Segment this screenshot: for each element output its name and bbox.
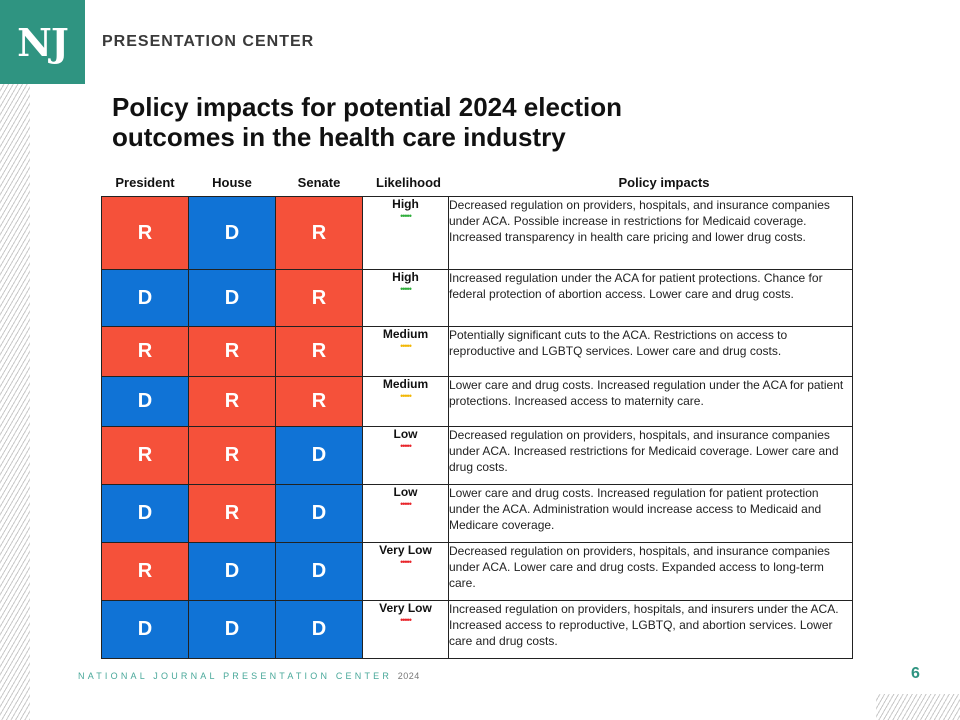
policy-impact-cell: Decreased regulation on providers, hospi… (448, 426, 853, 485)
likelihood-dots-icon: ••••• (400, 391, 412, 401)
table-row: R D D Very Low ••••• Decreased regulation on … (101, 542, 853, 601)
table-row: R D R High ••••• Decreased regulation on prov… (101, 196, 853, 270)
likelihood-dots-icon: ••••• (400, 441, 412, 451)
policy-impact-cell: Increased regulation under the ACA for p… (448, 269, 853, 327)
table-row: D R D Low ••••• Lower care and drug costs. In… (101, 484, 853, 543)
likelihood-cell: Medium ••••• (362, 376, 449, 427)
likelihood-label: High (392, 197, 419, 211)
president-party-cell: D (101, 269, 189, 327)
footer-text: NATIONAL JOURNAL PRESENTATION CENTER 202… (78, 671, 420, 681)
house-party-cell: D (188, 600, 276, 659)
footer-year: 2024 (397, 671, 420, 681)
president-party-cell: D (101, 484, 189, 543)
house-party-cell: R (188, 376, 276, 427)
senate-party-cell: R (275, 196, 363, 270)
likelihood-cell: Very Low ••••• (362, 600, 449, 659)
likelihood-dots-icon: ••••• (400, 499, 412, 509)
likelihood-label: Low (393, 485, 418, 499)
policy-impact-cell: Decreased regulation on providers, hospi… (448, 196, 853, 270)
likelihood-cell: High ••••• (362, 196, 449, 270)
footer-label: NATIONAL JOURNAL PRESENTATION CENTER (78, 671, 393, 681)
policy-impact-cell: Lower care and drug costs. Increased reg… (448, 376, 853, 427)
likelihood-cell: Very Low ••••• (362, 542, 449, 601)
senate-party-cell: D (275, 600, 363, 659)
likelihood-dots-icon: ••••• (400, 211, 412, 221)
senate-party-cell: R (275, 269, 363, 327)
header-likelihood: Likelihood (376, 174, 441, 190)
likelihood-dots-icon: ••••• (400, 557, 412, 567)
senate-party-cell: D (275, 542, 363, 601)
brand-name: PRESENTATION CENTER (102, 33, 315, 50)
header-house: House (212, 174, 252, 190)
likelihood-cell: High ••••• (362, 269, 449, 327)
house-party-cell: R (188, 426, 276, 485)
page-number: 6 (911, 665, 920, 682)
senate-party-cell: D (275, 484, 363, 543)
policy-impact-cell: Decreased regulation on providers, hospi… (448, 542, 853, 601)
policy-table: R D R High ••••• Decreased regulation on prov… (101, 196, 853, 659)
nj-logo: NJ (0, 0, 85, 84)
president-party-cell: R (101, 196, 189, 270)
likelihood-cell: Low ••••• (362, 426, 449, 485)
likelihood-label: Very Low (379, 543, 432, 557)
likelihood-dots-icon: ••••• (400, 284, 412, 294)
likelihood-dots-icon: ••••• (400, 615, 412, 625)
table-row: D D R High ••••• Increased regulation under t… (101, 269, 853, 327)
president-party-cell: R (101, 542, 189, 601)
page-title-line-2: outcomes in the health care industry (112, 122, 566, 152)
header-president: President (115, 174, 175, 190)
senate-party-cell: D (275, 426, 363, 485)
house-party-cell: R (188, 484, 276, 543)
likelihood-label: Very Low (379, 601, 432, 615)
house-party-cell: D (188, 196, 276, 270)
president-party-cell: R (101, 426, 189, 485)
table-row: D R R Medium ••••• Lower care and drug costs.… (101, 376, 853, 427)
president-party-cell: R (101, 326, 189, 377)
likelihood-dots-icon: ••••• (400, 341, 412, 351)
page-title: Policy impacts for potential 2024 electi… (112, 92, 812, 152)
likelihood-label: Medium (382, 377, 429, 391)
policy-impact-cell: Increased regulation on providers, hospi… (448, 600, 853, 659)
senate-party-cell: R (275, 326, 363, 377)
senate-party-cell: R (275, 376, 363, 427)
likelihood-label: Low (393, 427, 418, 441)
decorative-hatch-left (0, 84, 30, 720)
likelihood-label: Medium (382, 327, 429, 341)
policy-impact-cell: Potentially significant cuts to the ACA.… (448, 326, 853, 377)
house-party-cell: D (188, 269, 276, 327)
likelihood-label: High (392, 270, 419, 284)
house-party-cell: D (188, 542, 276, 601)
likelihood-cell: Medium ••••• (362, 326, 449, 377)
president-party-cell: D (101, 600, 189, 659)
header-policy-impacts: Policy impacts (618, 174, 710, 190)
likelihood-cell: Low ••••• (362, 484, 449, 543)
house-party-cell: R (188, 326, 276, 377)
decorative-hatch-bottom-right (876, 694, 960, 720)
policy-impact-cell: Lower care and drug costs. Increased reg… (448, 484, 853, 543)
table-row: R R D Low ••••• Decreased regulation on provi… (101, 426, 853, 485)
table-row: D D D Very Low ••••• Increased regulation on … (101, 600, 853, 659)
header-senate: Senate (297, 174, 341, 190)
president-party-cell: D (101, 376, 189, 427)
table-row: R R R Medium ••••• Potentially significant cu… (101, 326, 853, 377)
page-title-line-1: Policy impacts for potential 2024 electi… (112, 92, 623, 122)
